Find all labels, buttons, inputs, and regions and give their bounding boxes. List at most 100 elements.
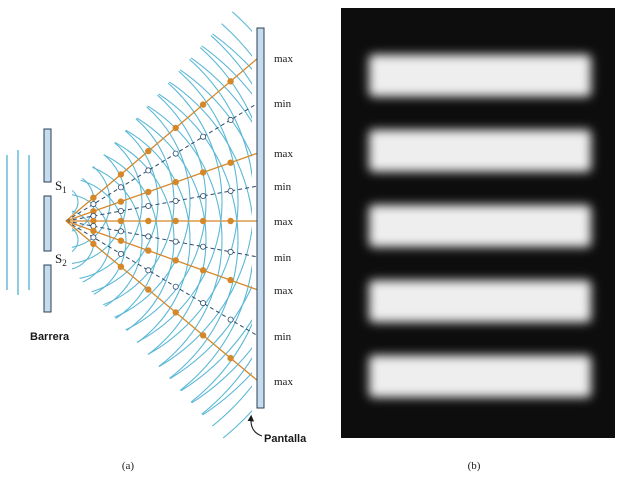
circular-wavefront-s2 [72,193,111,287]
screen-label-min: min [274,181,292,193]
constructive-point [172,124,179,132]
circular-wavefront-s1 [72,139,127,265]
constructive-point [90,208,97,215]
circular-wavefront-s2 [72,81,223,399]
nodal-line [65,185,259,222]
screen-label-max: max [274,148,293,160]
double-slit-diagram: max min max min max min max min max S1 S2 Barrer… [6,0,307,472]
screen-label-max: max [274,53,293,65]
constructive-point [172,309,179,316]
destructive-point [200,243,207,250]
circular-wavefront-s2 [72,17,252,463]
bright-fringes [369,54,591,398]
screen-label-max: max [274,216,293,228]
constructive-point [90,227,97,235]
intersection-points [90,78,234,362]
constructive-point [117,217,125,225]
barrier-segment-middle [43,195,52,252]
bright-fringe [369,280,591,323]
destructive-point [172,238,179,245]
slit-label-s2: S2 [55,251,67,268]
destructive-point [117,184,124,191]
circular-wavefront-s2 [72,145,159,335]
destructive-point [145,202,152,209]
bright-fringe [369,129,591,172]
constructive-point [199,169,207,176]
destructive-point [200,192,207,199]
constructive-point [227,276,234,284]
circular-wavefront-s1 [72,171,95,233]
bright-fringe [369,355,591,398]
bright-fringe [369,205,591,247]
screen-label-max: max [274,285,293,297]
barrier-segment-bottom [43,264,52,313]
caption-a: (a) [122,460,135,472]
constructive-point [90,240,97,248]
destructive-point [90,234,97,241]
circular-wavefront-s1 [72,187,79,217]
circular-wavefront-s1 [72,155,111,249]
destructive-point [172,283,179,290]
circular-wavefront-s2 [72,33,252,447]
circular-wavefront-s2 [72,113,191,367]
slit-label-s1: S1 [55,178,67,195]
destructive-point [227,187,234,194]
screen-fringe-labels: max min max min max min max min max [274,53,293,388]
antinodal-line [65,57,259,222]
antinodal-line [65,220,259,291]
constructive-point [227,354,234,362]
barrier [43,128,52,313]
interference-photograph: (b) [341,8,615,472]
constructive-point [227,78,234,85]
destructive-point [200,133,207,140]
circular-wavefront-s1 [72,75,191,329]
destructive-point [227,248,234,255]
circular-wavefront-s1 [72,107,159,297]
barrier-label: Barrera [30,331,70,343]
barrier-segment-top [43,128,52,183]
screen-label-min: min [274,98,292,110]
constructive-point [117,198,125,205]
constructive-point [90,194,97,201]
constructive-point [199,267,207,274]
constructive-point [145,188,152,196]
constructive-point [145,286,152,293]
incident-plane-waves [6,150,30,295]
constructive-point [227,159,234,166]
nodal-line [65,220,259,258]
circular-wavefront-s1 [72,0,252,409]
circular-wavefront-s2 [72,161,143,319]
circular-wavefront-s2 [72,97,207,383]
destructive-point [200,300,207,307]
screen-label: Pantalla [264,433,307,445]
constructive-point [172,257,179,264]
constructive-point [117,171,125,178]
destructive-point [172,150,179,157]
circular-wavefront-s1 [72,43,223,361]
destructive-point [145,233,152,240]
destructive-point [117,250,124,257]
screen-label-min: min [274,252,292,264]
circular-wavefront-s1 [72,123,143,281]
destructive-point [145,267,152,274]
constructive-point [145,217,152,225]
constructive-point [117,263,125,270]
screen-pointer-arrow [247,414,263,437]
destructive-point [90,201,97,208]
nodal-line [65,102,259,222]
constructive-point [199,332,207,339]
constructive-point [145,247,152,254]
bright-fringe [369,54,591,97]
antinodal-line [65,220,259,382]
circular-wavefront-s1 [72,0,252,425]
circular-wavefront-s1 [72,27,239,377]
constructive-point [145,147,152,155]
antinodal-line [65,152,259,222]
constructive-point [199,101,207,108]
circular-wavefront-s1 [72,59,207,345]
constructive-point [90,217,97,225]
circular-wavefront-s2 [72,177,127,303]
circular-wavefront-s2 [72,49,252,431]
screen-label-max: max [274,376,293,388]
constructive-point [172,217,179,225]
